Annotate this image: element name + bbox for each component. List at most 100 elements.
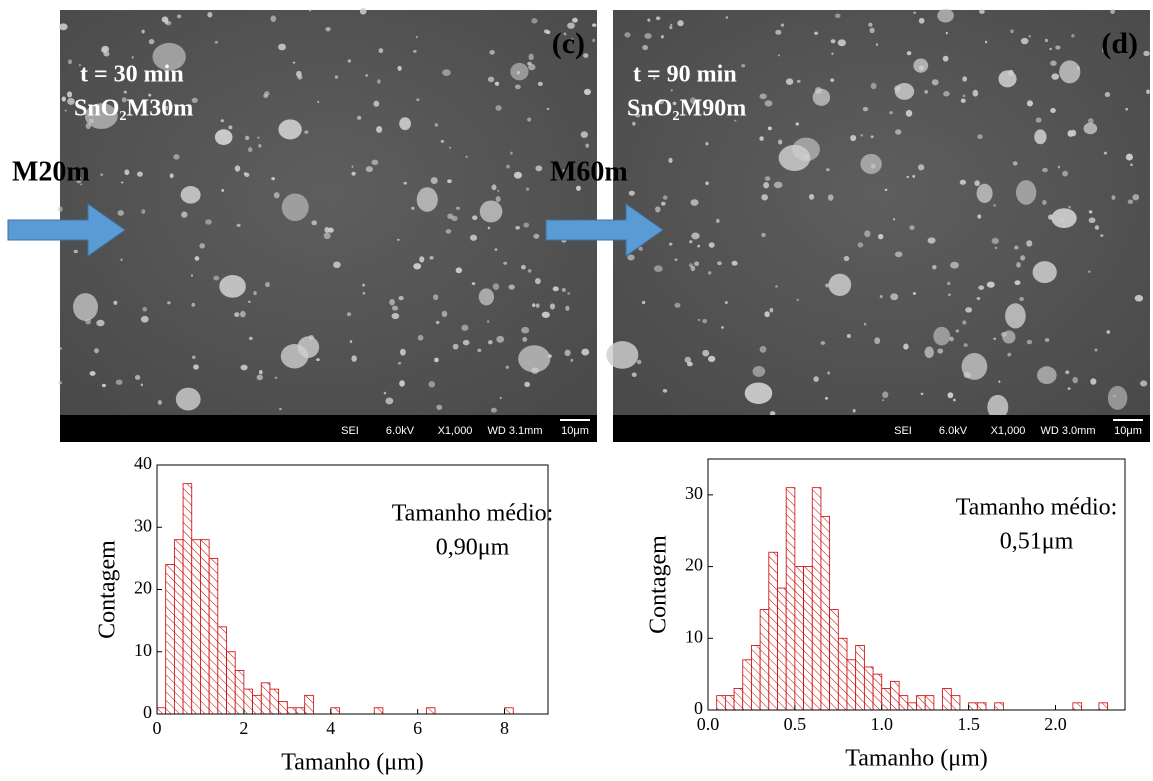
particle xyxy=(120,258,123,262)
particle xyxy=(689,240,693,244)
particle xyxy=(1044,338,1050,342)
particle xyxy=(627,254,635,261)
sample-label: SnO₂M90m xyxy=(627,96,746,122)
bar xyxy=(759,609,770,711)
particle xyxy=(717,261,722,266)
particle xyxy=(792,137,820,162)
particle xyxy=(165,20,172,26)
particle xyxy=(795,122,800,126)
particle xyxy=(346,312,352,317)
particle xyxy=(120,181,124,184)
particle xyxy=(383,391,387,395)
particle xyxy=(702,349,710,357)
particle xyxy=(1062,170,1069,177)
particle xyxy=(918,17,925,24)
particle xyxy=(978,285,985,290)
y-tick-label: 40 xyxy=(134,453,152,473)
particle xyxy=(831,52,834,55)
particle xyxy=(228,125,233,130)
particle xyxy=(653,77,656,80)
particle xyxy=(697,244,701,248)
arrow-label: M20m xyxy=(12,156,90,187)
particle xyxy=(167,301,171,305)
arrow xyxy=(7,203,126,257)
panel-label: (d) xyxy=(1101,27,1138,60)
bar xyxy=(881,688,891,711)
particle xyxy=(769,411,776,417)
particle xyxy=(522,337,528,342)
particle xyxy=(1057,165,1061,169)
x-tick-label: 1.5 xyxy=(957,714,980,734)
particle xyxy=(535,165,543,172)
particle xyxy=(924,346,934,359)
particle xyxy=(1106,330,1111,334)
particle xyxy=(523,222,530,228)
particle xyxy=(214,129,233,146)
particle xyxy=(1110,9,1116,15)
particle xyxy=(292,61,296,64)
particle xyxy=(436,404,443,410)
particle xyxy=(761,194,769,201)
particle xyxy=(1134,294,1144,302)
particle xyxy=(674,258,678,261)
particle xyxy=(641,300,646,305)
particle xyxy=(488,340,493,345)
particle xyxy=(84,103,118,129)
particle xyxy=(585,143,590,148)
particle xyxy=(974,180,980,187)
particle xyxy=(535,303,540,308)
particle xyxy=(194,256,200,261)
particle xyxy=(1094,348,1098,352)
bar xyxy=(820,515,831,711)
particle xyxy=(220,119,224,123)
particle xyxy=(452,343,459,350)
particle xyxy=(689,263,693,268)
particle xyxy=(101,45,110,53)
bar xyxy=(846,659,857,711)
particle xyxy=(778,139,783,145)
particle xyxy=(567,292,571,295)
particle xyxy=(528,63,536,71)
particle xyxy=(870,82,877,90)
particle xyxy=(796,298,799,301)
particle xyxy=(141,209,146,214)
particle xyxy=(58,381,62,385)
particle xyxy=(1088,217,1096,224)
bar xyxy=(173,539,184,715)
particle xyxy=(391,312,400,320)
particle xyxy=(796,79,801,83)
particle xyxy=(435,320,440,325)
particle xyxy=(1026,100,1033,107)
info-text: X1,000 xyxy=(991,425,1026,437)
particle xyxy=(499,396,502,400)
particle xyxy=(279,407,282,411)
bar xyxy=(234,670,245,715)
particle xyxy=(219,274,246,298)
particle xyxy=(1071,33,1075,38)
particle xyxy=(199,243,206,249)
particle xyxy=(514,84,521,90)
particle xyxy=(1051,73,1060,80)
particle xyxy=(814,31,819,35)
bar xyxy=(208,557,219,715)
particle xyxy=(169,105,173,108)
annotation: Tamanho médio: xyxy=(956,495,1118,521)
particle xyxy=(472,215,478,221)
particle xyxy=(917,164,925,171)
particle xyxy=(893,218,896,221)
particle xyxy=(148,93,152,97)
particle xyxy=(890,293,899,301)
particle xyxy=(433,294,439,301)
info-text: 10μm xyxy=(1114,425,1142,437)
particle xyxy=(309,9,312,12)
y-tick-label: 0 xyxy=(694,698,703,718)
particle xyxy=(296,70,302,77)
particle xyxy=(515,225,520,230)
particle xyxy=(920,392,924,395)
particle xyxy=(1094,225,1100,230)
particle xyxy=(461,324,469,331)
particle xyxy=(948,293,951,296)
particle xyxy=(1083,122,1098,135)
particle xyxy=(429,256,434,260)
particle xyxy=(702,318,708,324)
